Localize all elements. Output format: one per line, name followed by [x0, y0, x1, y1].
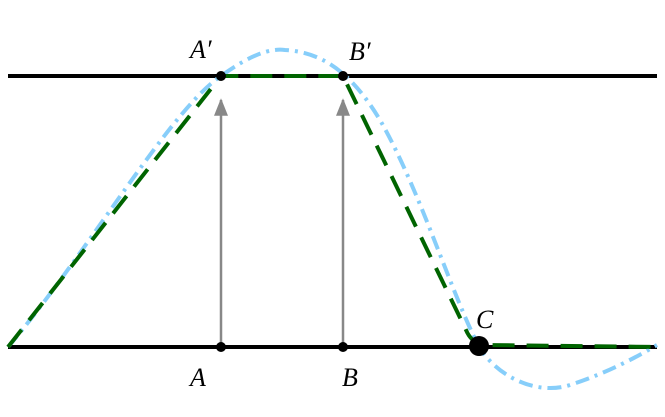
point — [216, 342, 226, 352]
piecewise-path — [6, 74, 658, 349]
point-label: A — [188, 363, 206, 392]
point-label: B — [342, 363, 358, 392]
point-label: A′ — [188, 35, 212, 64]
point-label: B′ — [349, 37, 371, 66]
point — [338, 71, 348, 81]
point — [216, 71, 226, 81]
point-label: C — [476, 305, 494, 334]
point — [469, 336, 489, 356]
smooth-curve — [6, 47, 659, 391]
point — [338, 342, 348, 352]
